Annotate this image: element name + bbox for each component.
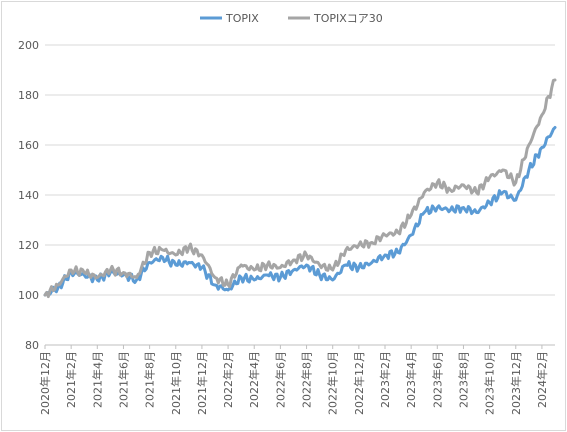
y-tick-label: 160 bbox=[18, 139, 39, 152]
gridlines bbox=[45, 44, 555, 346]
x-tick-label: 2021年4月 bbox=[90, 351, 104, 408]
y-tick-label: 100 bbox=[18, 289, 39, 302]
y-tick-label: 140 bbox=[18, 189, 39, 202]
x-tick-label: 2021年2月 bbox=[64, 351, 78, 408]
x-tick-label: 2022年4月 bbox=[247, 351, 261, 408]
x-tick-label: 2021年10月 bbox=[169, 351, 183, 415]
legend-label-1: TOPIXコア30 bbox=[313, 12, 383, 25]
x-tick-label: 2023年2月 bbox=[378, 351, 392, 408]
y-tick-label: 200 bbox=[18, 39, 39, 52]
x-tick-label: 2022年2月 bbox=[221, 351, 235, 408]
y-tick-label: 120 bbox=[18, 239, 39, 252]
y-tick-label: 180 bbox=[18, 89, 39, 102]
x-tick-label: 2022年6月 bbox=[273, 351, 287, 408]
legend: TOPIX TOPIXコア30 bbox=[200, 12, 383, 25]
y-tick-label: 80 bbox=[25, 339, 39, 352]
x-tick-label: 2022年8月 bbox=[300, 351, 314, 408]
x-tick-label: 2023年10月 bbox=[483, 351, 497, 415]
x-tick-label: 2020年12月 bbox=[38, 351, 52, 415]
x-tick-label: 2021年12月 bbox=[195, 351, 209, 415]
x-tick-label: 2023年12月 bbox=[509, 351, 523, 415]
x-tick-label: 2022年10月 bbox=[326, 351, 340, 415]
x-tick-label: 2021年8月 bbox=[143, 351, 157, 408]
series-line-0 bbox=[43, 126, 557, 297]
y-axis: 80 100 120 140 160 180 200 bbox=[18, 39, 39, 352]
series-lines bbox=[43, 78, 557, 299]
x-tick-label: 2023年6月 bbox=[430, 351, 444, 408]
x-tick-label: 2023年4月 bbox=[404, 351, 418, 408]
x-tick-label: 2023年8月 bbox=[456, 351, 470, 408]
x-tick-label: 2021年6月 bbox=[116, 351, 130, 408]
x-axis: 2020年12月 2021年2月 2021年4月 2021年6月 2021年8月 2021… bbox=[38, 345, 549, 415]
legend-label-0: TOPIX bbox=[225, 12, 259, 25]
x-tick-label: 2024年2月 bbox=[535, 351, 549, 408]
series-line-1 bbox=[43, 78, 557, 299]
x-tick-label: 2022年12月 bbox=[352, 351, 366, 415]
